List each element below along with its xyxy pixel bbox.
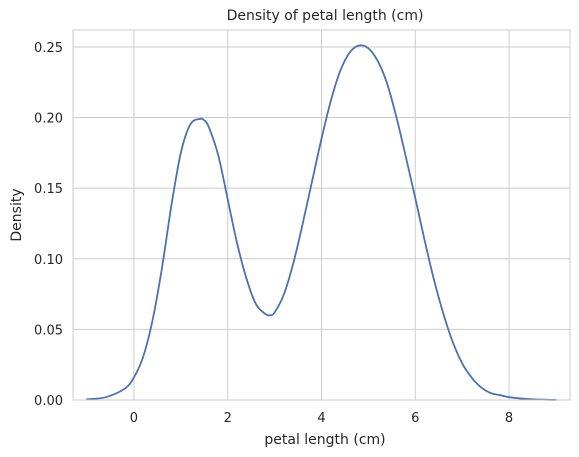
- y-axis-label: Density: [9, 188, 25, 241]
- x-tick-label: 0: [130, 411, 138, 426]
- plot-frame: [72, 29, 571, 401]
- x-axis-label: petal length (cm): [264, 432, 385, 448]
- density-curve: [86, 44, 557, 401]
- x-tick-label: 6: [411, 411, 419, 426]
- x-tick-label: 8: [505, 411, 513, 426]
- y-tick-label: 0.10: [34, 253, 63, 268]
- y-tick-label: 0.25: [34, 41, 63, 56]
- x-grid: [133, 30, 510, 400]
- y-tick-labels: 0.00 0.05 0.10 0.15 0.20 0.25: [34, 41, 63, 409]
- chart-title: Density of petal length (cm): [227, 8, 424, 24]
- x-tick-label: 4: [317, 411, 325, 426]
- y-tick-label: 0.15: [34, 182, 63, 197]
- y-tick-label: 0.20: [34, 112, 63, 127]
- y-tick-label: 0.05: [34, 323, 63, 338]
- y-tick-label: 0.00: [34, 394, 63, 409]
- x-tick-label: 2: [224, 411, 232, 426]
- x-tick-labels: 0 2 4 6 8: [130, 411, 513, 426]
